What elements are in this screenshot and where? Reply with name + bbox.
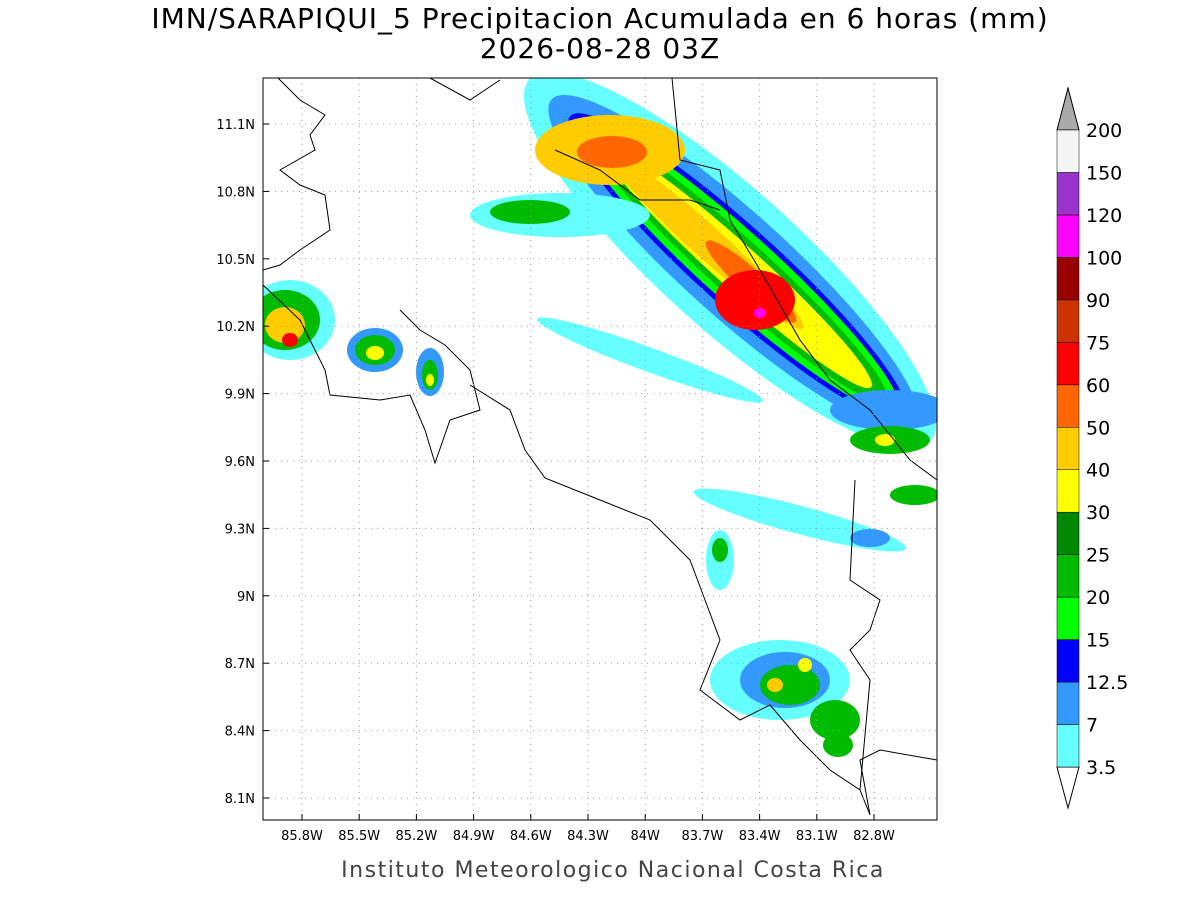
map-frame	[262, 77, 938, 821]
subtitle: 2026-08-28 03Z	[480, 32, 720, 65]
lon-label: 85.8W	[281, 829, 323, 844]
lat-label: 9.9N	[225, 388, 255, 403]
lat-label: 8.7N	[225, 657, 255, 672]
lon-label: 83.7W	[681, 829, 723, 844]
colorbar-label: 90	[1086, 290, 1110, 312]
colorbar-box	[1056, 342, 1080, 386]
lat-label: 9.6N	[225, 455, 255, 470]
colorbar-box	[1056, 596, 1080, 640]
colorbar-box	[1056, 257, 1080, 301]
lon-label: 82.8W	[853, 829, 895, 844]
colorbar-label: 12.5	[1086, 672, 1128, 694]
lon-label: 84W	[630, 829, 660, 844]
lon-label: 84.9W	[453, 829, 495, 844]
colorbar-label: 3.5	[1086, 757, 1116, 779]
lat-label: 10.5N	[216, 253, 255, 268]
lon-label: 83.1W	[796, 829, 838, 844]
graticule: 11.1N 10.8N 10.5N 10.2N 9.9N 9.6N 9.3N 9N 8.7N 8.…	[216, 78, 937, 844]
colorbar-bottom-arrow	[1056, 766, 1080, 810]
title: IMN/SARAPIQUI_5 Precipitacion Acumulada …	[151, 2, 1048, 35]
lon-label: 85.5W	[338, 829, 380, 844]
colorbar-label: 200	[1086, 120, 1122, 142]
colorbar-box	[1056, 384, 1080, 428]
colorbar-label: 25	[1086, 545, 1110, 567]
colorbar-label: 150	[1086, 162, 1122, 184]
lat-label: 10.2N	[216, 320, 255, 335]
colorbar-label: 120	[1086, 205, 1122, 227]
lat-label: 8.4N	[225, 725, 255, 740]
colorbar-box	[1056, 214, 1080, 258]
colorbar-label: 40	[1086, 460, 1110, 482]
colorbar-box	[1056, 469, 1080, 513]
lat-label: 9.3N	[225, 522, 255, 537]
colorbar-label: 15	[1086, 630, 1110, 652]
colorbar-box	[1056, 129, 1080, 173]
lon-label: 85.2W	[395, 829, 437, 844]
colorbar-label: 30	[1086, 502, 1110, 524]
colorbar-box	[1056, 427, 1080, 470]
lat-label: 10.8N	[216, 185, 255, 200]
colorbar: 3.5 7 12.5 15 20 25 30 40 50 60 75 90 100 120 150 200	[1056, 86, 1128, 810]
colorbar-box	[1056, 639, 1080, 683]
lon-label: 84.6W	[510, 829, 552, 844]
colorbar-box	[1056, 511, 1080, 555]
precipitation-field	[263, 78, 937, 816]
colorbar-box	[1056, 172, 1080, 216]
colorbar-label: 100	[1086, 247, 1122, 269]
colorbar-label: 50	[1086, 417, 1110, 439]
lat-label: 11.1N	[216, 118, 255, 133]
lat-label: 9N	[237, 590, 255, 605]
lon-label: 83.4W	[739, 829, 781, 844]
colorbar-label: 75	[1086, 332, 1110, 354]
lat-label: 8.1N	[225, 792, 255, 807]
colorbar-box	[1056, 299, 1080, 343]
colorbar-top-arrow	[1056, 86, 1080, 131]
colorbar-label: 20	[1086, 587, 1110, 609]
footer: Instituto Meteorologico Nacional Costa R…	[341, 858, 885, 883]
colorbar-box	[1056, 724, 1080, 768]
colorbar-box	[1056, 681, 1080, 725]
colorbar-label: 7	[1086, 715, 1098, 737]
lon-label: 84.3W	[567, 829, 609, 844]
colorbar-label: 60	[1086, 375, 1110, 397]
colorbar-box	[1056, 554, 1080, 598]
